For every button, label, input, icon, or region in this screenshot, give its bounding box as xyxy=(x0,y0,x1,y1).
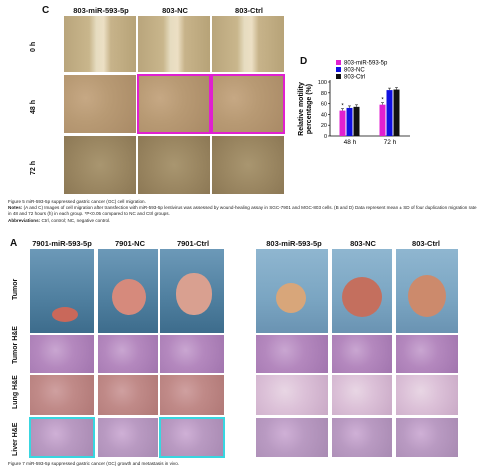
y-tick-label: 80 xyxy=(321,91,327,97)
column-header: 803-Ctrl xyxy=(412,239,440,248)
lung-he-image xyxy=(256,375,328,415)
figure5-caption-notes: Notes: (A and C) Images of cell migratio… xyxy=(8,205,478,217)
wound-image-72h xyxy=(138,136,210,194)
wound-image-72h xyxy=(64,136,136,194)
y-axis-label: Relative motility xyxy=(298,82,305,136)
tumor-photo xyxy=(396,249,458,333)
liver-he-image-highlighted xyxy=(159,417,225,458)
legend-label: 803-Ctrl xyxy=(344,75,365,81)
figure5-caption-abbr: Abbreviations: Ctrl, control; NC, negati… xyxy=(8,218,478,224)
lung-he-image xyxy=(98,375,158,415)
legend-label: 803-miR-593-5p xyxy=(344,61,388,67)
wound-image-48h-highlighted xyxy=(211,74,285,134)
tumor-photo xyxy=(160,249,224,333)
lung-he-image xyxy=(30,375,94,415)
column-header: 7901-Ctrl xyxy=(176,239,210,248)
tumor-photo xyxy=(98,249,158,333)
bar xyxy=(339,110,346,136)
y-tick-label: 40 xyxy=(321,112,327,118)
wound-image-72h xyxy=(212,136,284,194)
y-tick-label: 60 xyxy=(321,102,327,108)
column-header: 803-miR-593-5p xyxy=(73,6,129,15)
bar xyxy=(353,106,360,136)
legend-swatch xyxy=(336,60,341,65)
wound-image-48h-highlighted xyxy=(137,74,211,134)
bar xyxy=(346,107,353,136)
row-label: 72 h xyxy=(30,160,37,175)
tumor-he-image xyxy=(332,335,392,373)
notes-text: (A and C) Images of cell migration after… xyxy=(8,205,477,217)
lung-he-image xyxy=(332,375,392,415)
significance-marker: * xyxy=(341,104,344,110)
x-tick-label: 72 h xyxy=(384,139,397,146)
y-tick-label: 0 xyxy=(324,134,327,140)
notes-label: Notes: xyxy=(8,205,23,211)
figure7-caption-title: Figure 7 miR-593-5p suppressed gastric c… xyxy=(8,461,180,466)
panel-letter-d: D xyxy=(300,56,308,67)
legend-label: 803-NC xyxy=(344,68,365,74)
tumor-he-image xyxy=(30,335,94,373)
legend-swatch xyxy=(336,67,341,72)
liver-he-image-highlighted xyxy=(29,417,95,458)
x-tick-label: 48 h xyxy=(344,139,357,146)
column-header: 803-NC xyxy=(162,6,188,15)
wound-image-0h xyxy=(138,16,210,72)
y-tick-label: 20 xyxy=(321,123,327,129)
tumor-he-image xyxy=(160,335,224,373)
liver-he-image xyxy=(332,418,392,457)
row-label: Tumor xyxy=(12,278,19,300)
column-header: 803-Ctrl xyxy=(235,6,263,15)
column-header: 7901-NC xyxy=(114,239,145,248)
wound-image-0h xyxy=(64,16,136,72)
wound-image-48h xyxy=(64,75,136,133)
tumor-photo xyxy=(256,249,328,333)
abbr-label: Abbreviations: xyxy=(8,217,41,223)
y-tick-label: 100 xyxy=(318,80,327,86)
motility-bar-chart: Relative motility percentage (%) 0 20 40 60 80… xyxy=(298,60,410,146)
row-label: Liver H&E xyxy=(12,422,19,456)
row-label: 0 h xyxy=(30,41,37,52)
lung-he-image xyxy=(160,375,224,415)
figure5-caption: Figure 5 miR-593-5p suppressed gastric c… xyxy=(8,199,478,224)
tumor-he-image xyxy=(396,335,458,373)
y-axis-label: percentage (%) xyxy=(306,84,313,134)
wound-image-0h xyxy=(212,16,284,72)
panel-letter-a: A xyxy=(10,238,18,249)
tumor-photo xyxy=(332,249,392,333)
significance-marker: * xyxy=(381,98,384,104)
column-header: 803-NC xyxy=(350,239,376,248)
liver-he-image xyxy=(98,418,158,457)
legend-swatch xyxy=(336,74,341,79)
abbr-text: Ctrl, control; NC, negative control. xyxy=(41,217,111,223)
column-header: 7901-miR-593-5p xyxy=(32,239,92,248)
column-header: 803-miR-593-5p xyxy=(266,239,322,248)
tumor-he-image xyxy=(256,335,328,373)
row-label: 48 h xyxy=(30,99,37,114)
tumor-he-image xyxy=(98,335,158,373)
row-label: Lung H&E xyxy=(12,375,19,409)
tumor-photo xyxy=(30,249,94,333)
panel-letter-c: C xyxy=(42,5,50,16)
liver-he-image xyxy=(396,418,458,457)
lung-he-image xyxy=(396,375,458,415)
bar xyxy=(386,90,393,136)
liver-he-image xyxy=(256,418,328,457)
figure5-caption-title: Figure 5 miR-593-5p suppressed gastric c… xyxy=(8,199,146,204)
bar xyxy=(393,89,400,136)
bar xyxy=(379,104,386,136)
row-label: Tumor H&E xyxy=(12,326,19,364)
